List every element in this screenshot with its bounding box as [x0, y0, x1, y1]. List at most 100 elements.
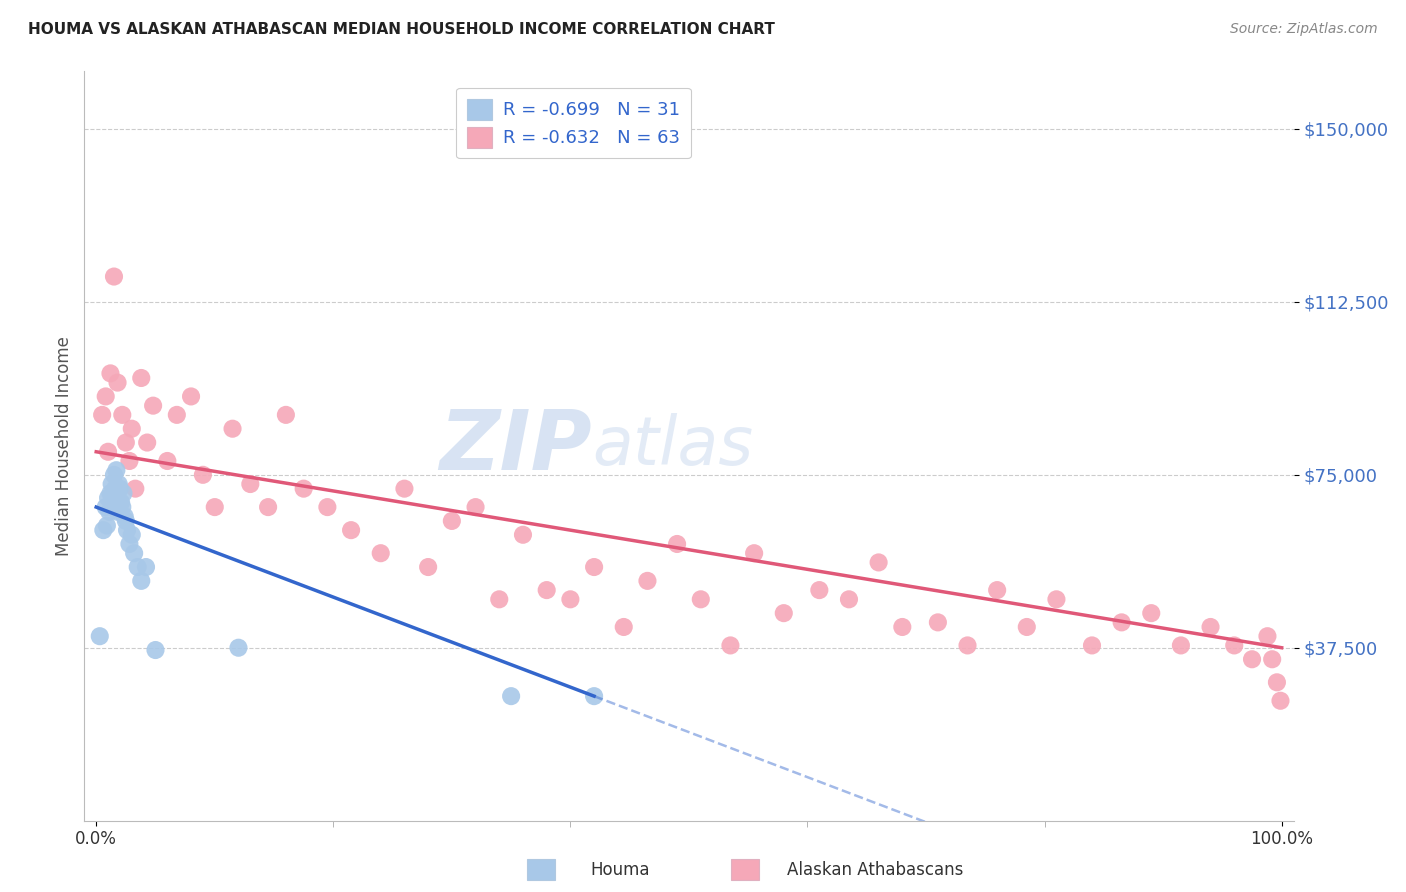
Point [488, 592, 510, 607]
Point [91, 408, 114, 422]
Point [512, 528, 534, 542]
Point [221, 422, 243, 436]
Text: Alaskan Athabascans: Alaskan Athabascans [787, 861, 963, 879]
Point [583, 689, 606, 703]
Point [104, 482, 127, 496]
Point [560, 592, 582, 607]
Point [1223, 639, 1246, 653]
Point [891, 620, 914, 634]
Point [136, 435, 159, 450]
Point [142, 399, 165, 413]
Point [868, 556, 890, 570]
Point [689, 592, 711, 607]
Point [1240, 652, 1263, 666]
Point [394, 482, 416, 496]
Point [838, 592, 860, 607]
Point [1111, 615, 1133, 630]
Point [107, 505, 129, 519]
Point [94, 500, 117, 514]
Point [98, 505, 121, 519]
Text: atlas: atlas [592, 413, 754, 479]
Point [101, 500, 124, 514]
Point [204, 500, 226, 514]
Legend: R = -0.699   N = 31, R = -0.632   N = 63: R = -0.699 N = 31, R = -0.632 N = 63 [456, 88, 690, 159]
Point [1170, 639, 1192, 653]
Point [108, 482, 131, 496]
Point [613, 620, 636, 634]
Point [666, 537, 689, 551]
Point [808, 583, 831, 598]
Y-axis label: Median Household Income: Median Household Income [55, 336, 73, 556]
Point [96, 518, 118, 533]
Point [1256, 629, 1278, 643]
Point [107, 477, 129, 491]
Point [135, 560, 157, 574]
Point [100, 367, 122, 381]
Point [156, 454, 179, 468]
Point [103, 269, 125, 284]
Point [927, 615, 949, 630]
Point [114, 509, 136, 524]
Point [145, 643, 167, 657]
Point [464, 500, 486, 514]
Point [180, 389, 202, 403]
Point [986, 583, 1008, 598]
Point [742, 546, 765, 560]
Point [583, 560, 606, 574]
Point [118, 454, 141, 468]
Point [1015, 620, 1038, 634]
Point [115, 514, 138, 528]
Point [274, 408, 297, 422]
Point [257, 500, 280, 514]
Point [111, 500, 134, 514]
Point [121, 528, 143, 542]
Point [100, 477, 122, 491]
Point [536, 583, 558, 598]
Point [1045, 592, 1067, 607]
Point [103, 467, 125, 482]
Point [97, 444, 120, 458]
Point [89, 629, 111, 643]
Point [100, 486, 122, 500]
Point [1140, 606, 1163, 620]
Point [91, 523, 114, 537]
Point [440, 514, 463, 528]
Point [292, 482, 315, 496]
Point [418, 560, 440, 574]
Point [636, 574, 658, 588]
Text: HOUMA VS ALASKAN ATHABASCAN MEDIAN HOUSEHOLD INCOME CORRELATION CHART: HOUMA VS ALASKAN ATHABASCAN MEDIAN HOUSE… [28, 22, 775, 37]
Point [97, 491, 120, 505]
Point [121, 422, 143, 436]
Point [1265, 675, 1288, 690]
Point [107, 376, 129, 390]
Point [1081, 639, 1104, 653]
Point [122, 546, 145, 560]
Text: Source: ZipAtlas.com: Source: ZipAtlas.com [1230, 22, 1378, 37]
Point [129, 574, 152, 588]
Point [94, 389, 117, 403]
Point [772, 606, 794, 620]
Point [118, 537, 141, 551]
Text: Houma: Houma [591, 861, 650, 879]
Point [501, 689, 523, 703]
Point [115, 523, 138, 537]
Point [166, 408, 188, 422]
Point [115, 435, 138, 450]
Point [111, 408, 134, 422]
Point [105, 463, 128, 477]
Point [228, 640, 250, 655]
Point [124, 482, 146, 496]
Point [129, 371, 152, 385]
Point [720, 639, 742, 653]
Point [340, 523, 363, 537]
Point [316, 500, 339, 514]
Point [110, 495, 132, 509]
Point [1199, 620, 1222, 634]
Point [127, 560, 149, 574]
Text: ZIP: ZIP [440, 406, 592, 486]
Point [191, 467, 214, 482]
Point [112, 486, 135, 500]
Point [1270, 694, 1292, 708]
Point [956, 639, 979, 653]
Point [370, 546, 392, 560]
